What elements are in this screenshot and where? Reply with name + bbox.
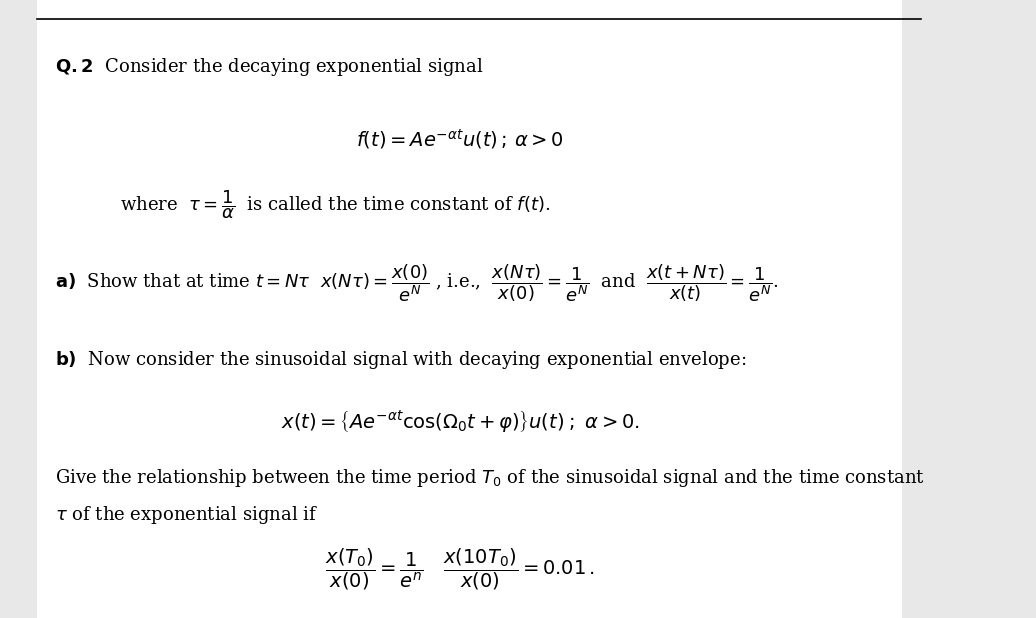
- Text: $\mathbf{Q.2}$  Consider the decaying exponential signal: $\mathbf{Q.2}$ Consider the decaying exp…: [55, 56, 484, 78]
- FancyBboxPatch shape: [37, 0, 902, 618]
- Text: Give the relationship between the time period $T_0$ of the sinusoidal signal and: Give the relationship between the time p…: [55, 467, 925, 489]
- Text: $x(t) = \left\{Ae^{-\alpha t}\cos(\Omega_0 t + \varphi)\right\}u(t)\;;\;\alpha >: $x(t) = \left\{Ae^{-\alpha t}\cos(\Omega…: [281, 408, 640, 434]
- Text: $\dfrac{x(T_0)}{x(0)} = \dfrac{1}{e^n} \quad \dfrac{x(10T_0)}{x(0)} = 0.01\,.$: $\dfrac{x(T_0)}{x(0)} = \dfrac{1}{e^n} \…: [325, 547, 596, 592]
- Text: where  $\tau = \dfrac{1}{\alpha}$  is called the time constant of $f(t)$.: where $\tau = \dfrac{1}{\alpha}$ is call…: [120, 188, 550, 221]
- Text: $\mathbf{b)}$  Now consider the sinusoidal signal with decaying exponential enve: $\mathbf{b)}$ Now consider the sinusoida…: [55, 349, 747, 371]
- Text: $\tau$ of the exponential signal if: $\tau$ of the exponential signal if: [55, 504, 318, 526]
- Text: $\mathbf{a)}$  Show that at time $t = N\tau$  $x(N\tau) = \dfrac{x(0)}{e^N}$ , i: $\mathbf{a)}$ Show that at time $t = N\t…: [55, 263, 779, 305]
- Text: $f(t) = Ae^{-\alpha t}u(t)\,;\,\alpha > 0$: $f(t) = Ae^{-\alpha t}u(t)\,;\,\alpha > …: [356, 127, 565, 151]
